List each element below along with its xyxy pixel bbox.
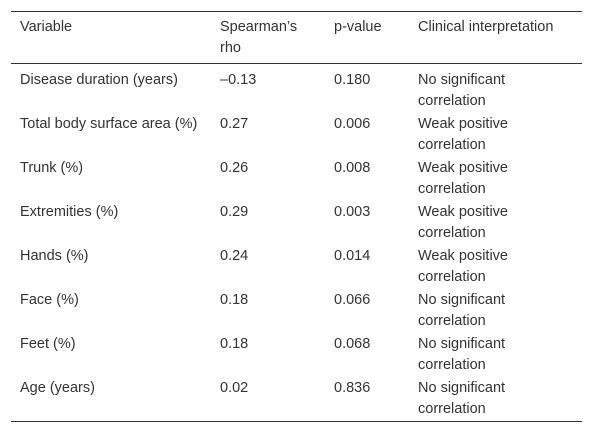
- table-cell: 0.180: [334, 72, 371, 88]
- table-cell: 0.066: [334, 292, 371, 308]
- table-cell: 0.068: [334, 336, 371, 352]
- table-cell: Age (years): [20, 380, 95, 396]
- table-cell: Total body surface area (%): [20, 116, 198, 132]
- table-row: Feet (%) 0.18 0.068 No significant correlat…: [11, 333, 582, 377]
- table-row: Face (%) 0.18 0.066 No significant correlat…: [11, 289, 582, 333]
- table-cell: Trunk (%): [20, 160, 84, 176]
- table-row: Disease duration (years) –0.13 0.180 No sig…: [11, 64, 582, 114]
- table-cell: 0.008: [334, 160, 371, 176]
- table-cell: 0.24: [220, 248, 249, 264]
- table-cell: 0.836: [334, 380, 371, 396]
- table-cell: No significant correlation: [418, 380, 506, 417]
- table-cell: Face (%): [20, 292, 79, 308]
- table-cell: Disease duration (years): [20, 72, 178, 88]
- table-cell: 0.014: [334, 248, 371, 264]
- table-cell: Weak positive correlation: [418, 204, 508, 241]
- table-row: Age (years) 0.02 0.836 No significant corre…: [11, 377, 582, 422]
- table-cell: 0.18: [220, 292, 249, 308]
- table-cell: Weak positive correlation: [418, 248, 508, 285]
- table-cell: Weak positive correlation: [418, 116, 508, 153]
- header-cell: p-value: [334, 19, 382, 35]
- table-row: Trunk (%) 0.26 0.008 Weak positive correlat…: [11, 157, 582, 201]
- data-table: Variable Spearman’s rho p-value Clinical in…: [11, 11, 582, 422]
- table-cell: No significant correlation: [418, 292, 506, 329]
- header-cell: Spearman’s rho: [220, 19, 298, 56]
- table-header: Variable Spearman’s rho p-value Clinical in…: [11, 11, 582, 64]
- table-cell: Extremities (%): [20, 204, 119, 220]
- table-cell: 0.29: [220, 204, 249, 220]
- table-cell: No significant correlation: [418, 72, 506, 109]
- table-row: Total body surface area (%) 0.27 0.006 Weak…: [11, 113, 582, 157]
- header-row: Variable Spearman’s rho p-value Clinical in…: [11, 11, 582, 64]
- table-row: Hands (%) 0.24 0.014 Weak positive correlat…: [11, 245, 582, 289]
- table-body: Disease duration (years) –0.13 0.180 No sig…: [11, 64, 582, 422]
- table-cell: –0.13: [220, 72, 257, 88]
- table-cell: 0.006: [334, 116, 371, 132]
- table-cell: 0.02: [220, 380, 249, 396]
- table-cell: No significant correlation: [418, 336, 506, 373]
- table-row: Extremities (%) 0.29 0.003 Weak positive co…: [11, 201, 582, 245]
- table-cell: 0.27: [220, 116, 249, 132]
- table-cell: 0.26: [220, 160, 249, 176]
- table-cell: Weak positive correlation: [418, 160, 508, 197]
- header-cell: Variable: [20, 19, 73, 35]
- table-cell: Hands (%): [20, 248, 89, 264]
- table-cell: Feet (%): [20, 336, 76, 352]
- header-cell: Clinical interpretation: [418, 19, 554, 35]
- table-cell: 0.003: [334, 204, 371, 220]
- table-cell: 0.18: [220, 336, 249, 352]
